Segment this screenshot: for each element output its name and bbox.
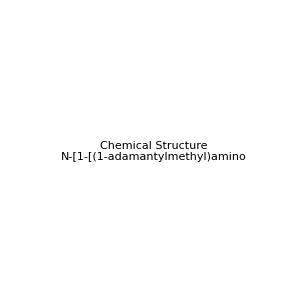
Text: Chemical Structure
N-[1-[(1-adamantylmethyl)amino: Chemical Structure N-[1-[(1-adamantylmet… [61,141,247,162]
